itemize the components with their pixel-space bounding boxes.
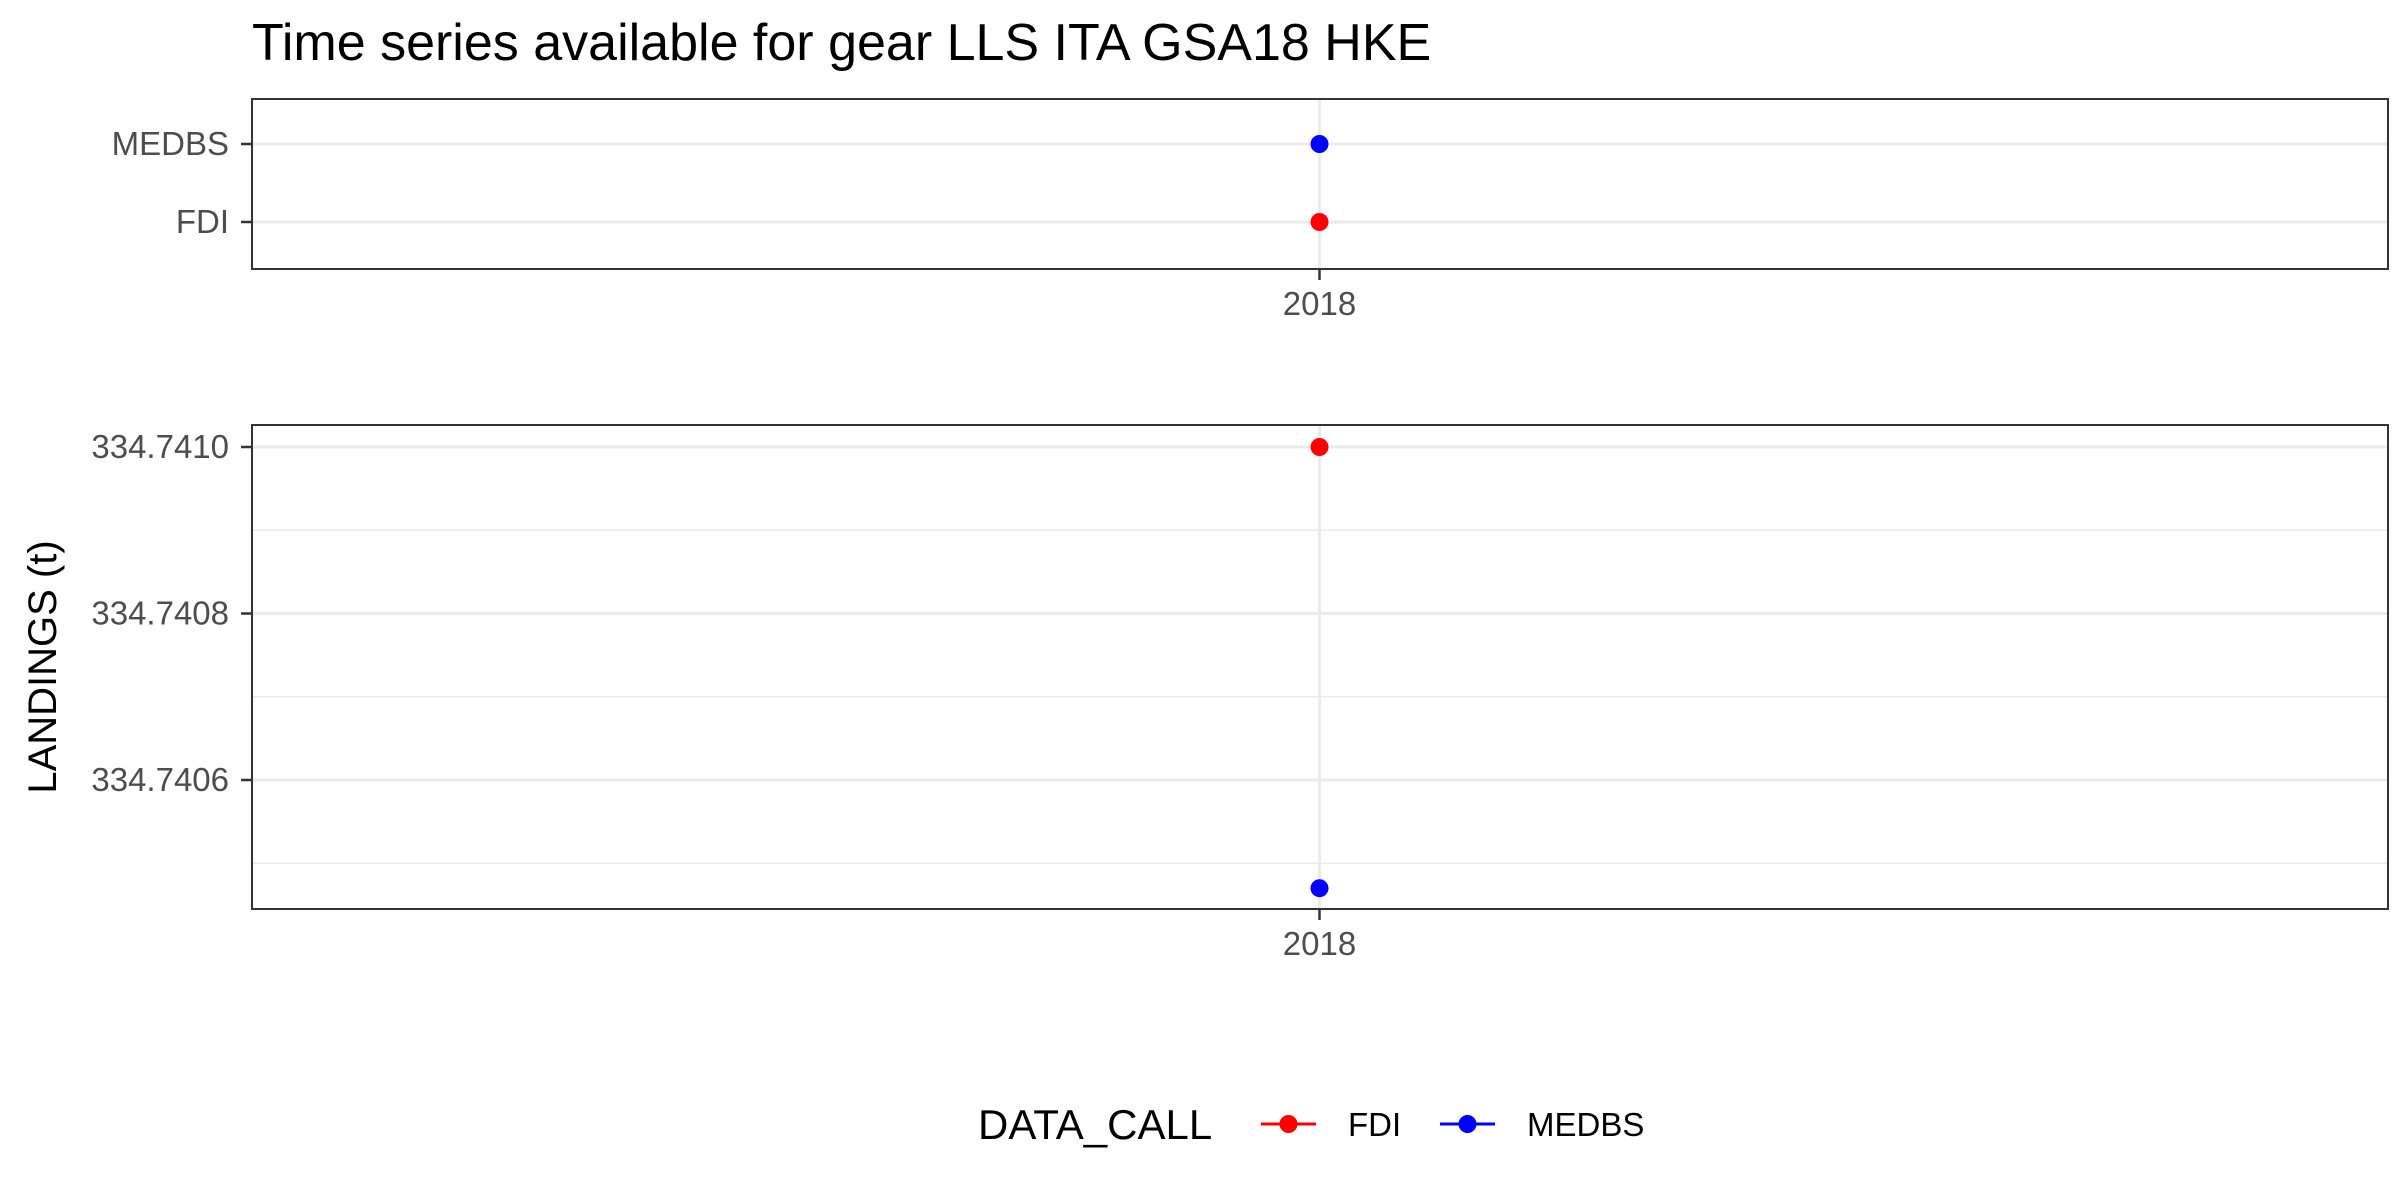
top-panel: FDI MEDBS 2018 xyxy=(112,98,2389,322)
y-tick-label: FDI xyxy=(176,203,229,240)
x-tick-label: 2018 xyxy=(1283,925,1356,962)
point-medbs xyxy=(1310,879,1329,898)
chart-title: Time series available for gear LLS ITA G… xyxy=(252,14,1431,72)
legend-title: DATA_CALL xyxy=(978,1101,1212,1148)
y-axis-title: LANDINGS (t) xyxy=(21,540,65,793)
y-tick-label: 334.7410 xyxy=(91,428,229,465)
point-fdi xyxy=(1310,213,1329,231)
legend-label-fdi: FDI xyxy=(1348,1106,1401,1143)
legend-key-point-medbs xyxy=(1458,1115,1477,1133)
y-tick-label: 334.7406 xyxy=(91,761,229,798)
point-fdi xyxy=(1310,438,1329,456)
y-tick-label: 334.7408 xyxy=(91,595,229,632)
point-medbs xyxy=(1310,135,1329,153)
bottom-panel: 334.7406 334.7408 334.7410 2018 xyxy=(91,424,2389,962)
y-tick-label: MEDBS xyxy=(112,125,229,162)
top-panel-points xyxy=(1310,135,1329,231)
bottom-panel-axes: 334.7406 334.7408 334.7410 2018 xyxy=(91,428,1356,962)
top-panel-axes: FDI MEDBS 2018 xyxy=(112,125,1357,322)
bottom-panel-points xyxy=(1310,438,1329,898)
legend-key-point-fdi xyxy=(1279,1115,1298,1133)
x-tick-label: 2018 xyxy=(1283,285,1356,322)
bottom-panel-grid xyxy=(252,425,2388,909)
legend: DATA_CALL FDI MEDBS xyxy=(978,1101,1644,1148)
top-panel-grid xyxy=(252,99,2388,269)
legend-label-medbs: MEDBS xyxy=(1527,1106,1644,1143)
legend-items: FDI MEDBS xyxy=(1261,1106,1644,1143)
